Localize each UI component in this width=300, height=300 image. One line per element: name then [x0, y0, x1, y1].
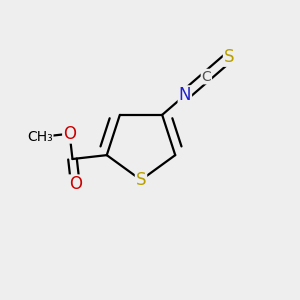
Text: O: O — [69, 176, 82, 194]
Text: O: O — [63, 125, 76, 143]
Text: S: S — [136, 171, 146, 189]
Text: N: N — [178, 86, 191, 104]
Text: S: S — [224, 48, 234, 66]
Text: C: C — [202, 70, 211, 84]
Text: CH₃: CH₃ — [27, 130, 53, 144]
